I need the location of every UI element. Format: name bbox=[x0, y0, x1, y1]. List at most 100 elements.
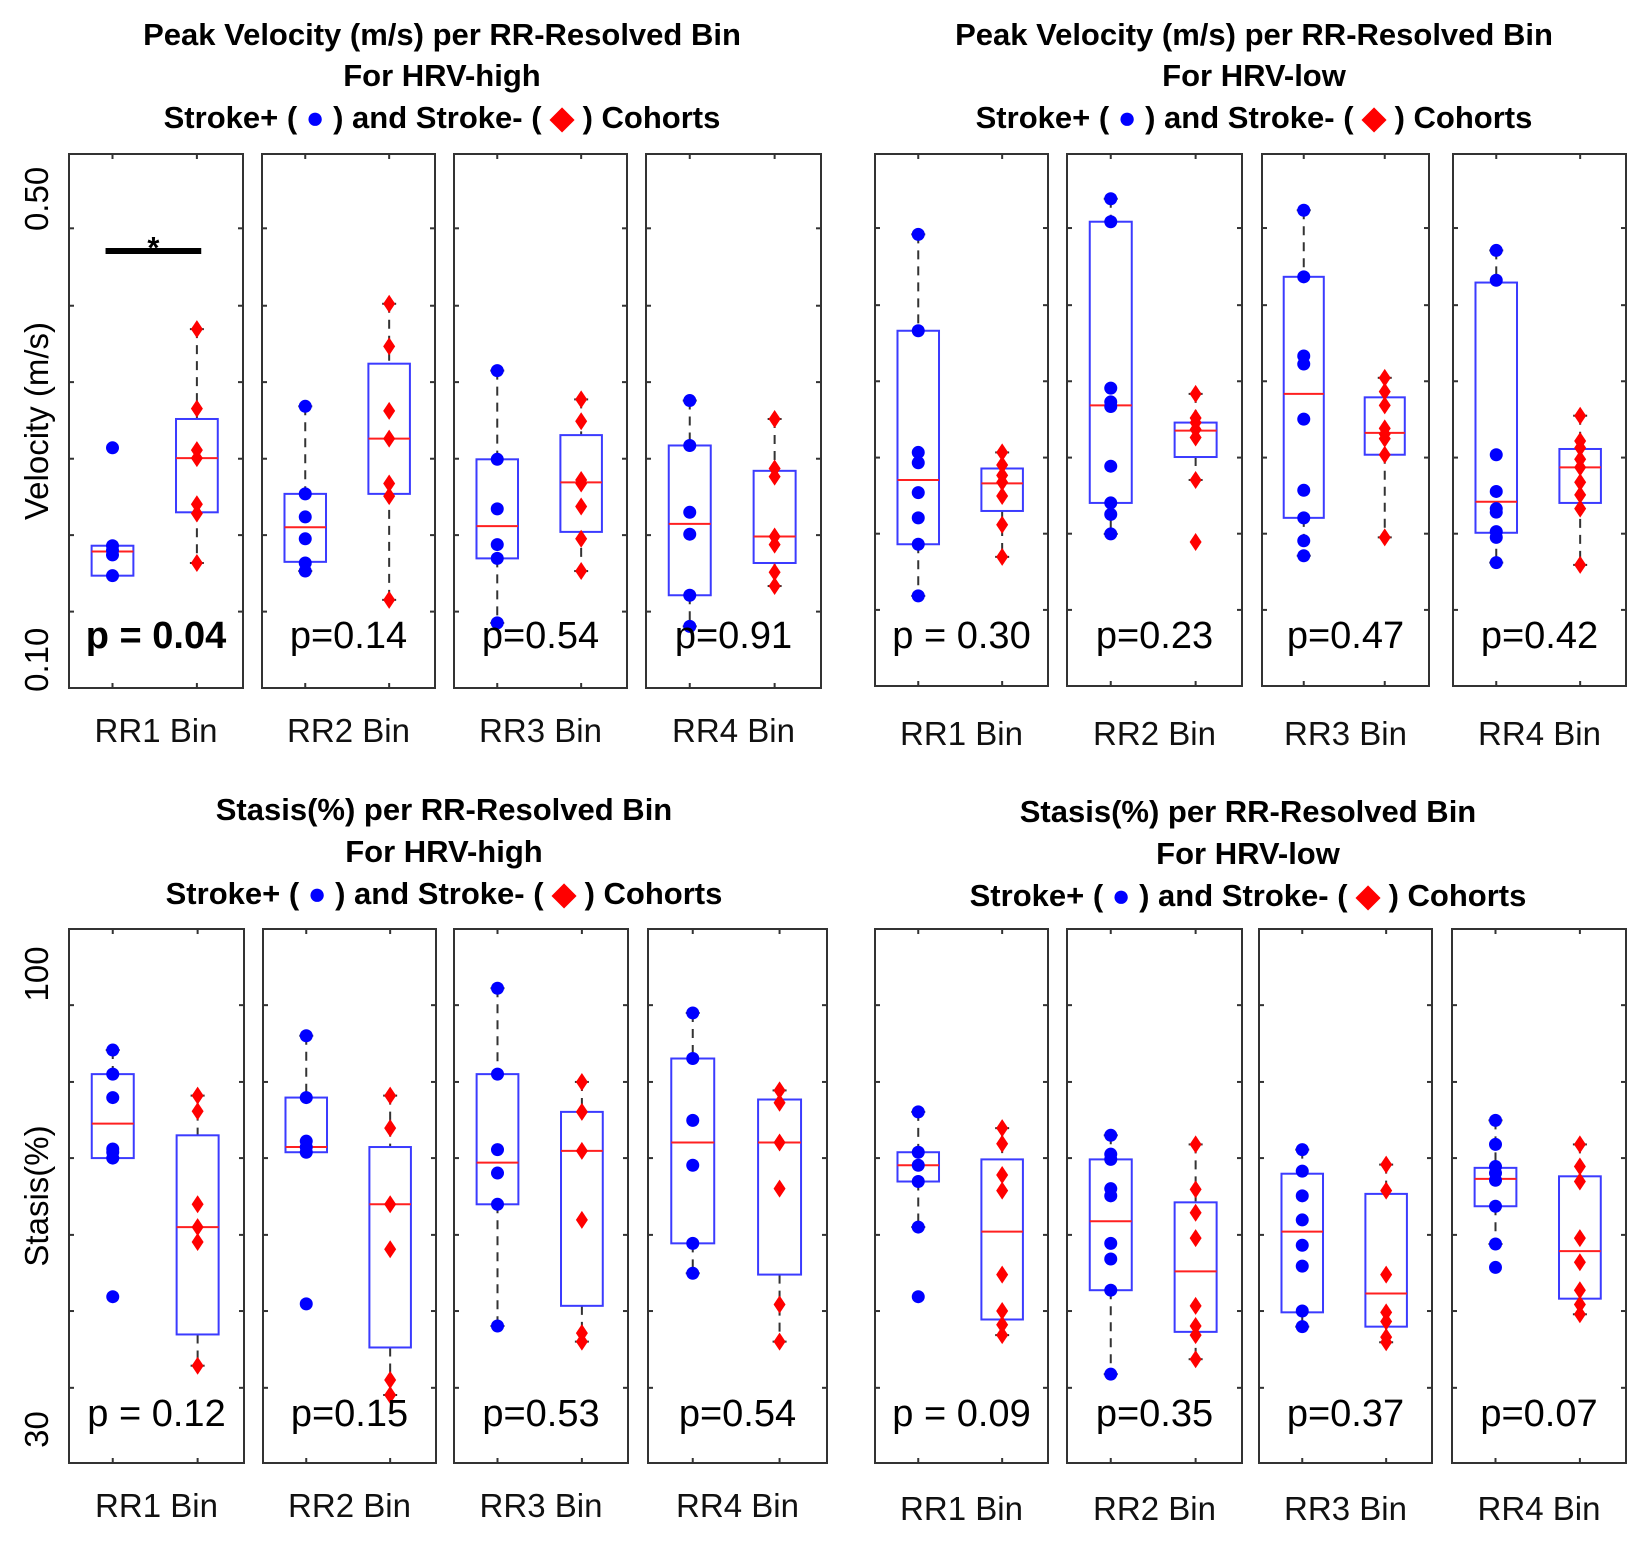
data-point-stroke-neg bbox=[773, 1081, 786, 1100]
box-stroke-neg bbox=[1173, 384, 1218, 551]
axes-frame bbox=[261, 153, 436, 689]
data-point-stroke-pos bbox=[683, 394, 697, 408]
data-point-stroke-neg bbox=[383, 337, 396, 356]
axes-frame bbox=[262, 928, 437, 1464]
data-point-stroke-neg bbox=[191, 1233, 204, 1252]
y-tick-label: 30 bbox=[18, 1411, 55, 1448]
data-point-stroke-neg bbox=[383, 429, 396, 448]
data-point-stroke-neg bbox=[996, 1134, 1009, 1153]
bin-3: p=0.53 RR3 Bin bbox=[453, 928, 629, 1524]
bin-1: p = 0.12 RR1 Bin bbox=[68, 928, 245, 1524]
data-point-stroke-neg bbox=[383, 474, 396, 493]
legend-text: Stroke+ ( bbox=[970, 878, 1104, 913]
data-point-stroke-neg bbox=[1189, 384, 1202, 403]
data-point-stroke-neg bbox=[1574, 473, 1587, 492]
chart-title-line: For HRV-high bbox=[345, 834, 542, 869]
data-point-stroke-pos bbox=[1104, 507, 1118, 521]
data-point-stroke-pos bbox=[1295, 1238, 1309, 1252]
box-stroke-neg bbox=[980, 443, 1024, 566]
data-point-stroke-neg bbox=[1189, 470, 1202, 489]
data-point-stroke-pos bbox=[1489, 1113, 1502, 1127]
bin-1: p = 0.04 RR1 Bin * bbox=[68, 153, 244, 749]
data-point-stroke-pos bbox=[911, 445, 925, 459]
data-point-stroke-neg bbox=[1189, 1135, 1202, 1154]
data-point-stroke-neg bbox=[1573, 1253, 1586, 1272]
data-point-stroke-neg bbox=[575, 497, 588, 516]
axes-frame bbox=[1066, 153, 1243, 687]
iqr-box bbox=[1088, 1158, 1133, 1292]
data-point-stroke-pos bbox=[911, 324, 925, 338]
data-point-stroke-pos bbox=[1297, 511, 1311, 525]
data-point-stroke-pos bbox=[683, 505, 697, 519]
legend-stroke-pos-marker-icon: ● bbox=[1109, 100, 1145, 135]
p-value: p=0.23 bbox=[1096, 615, 1213, 657]
data-point-stroke-neg bbox=[191, 1218, 204, 1237]
iqr-box bbox=[175, 1134, 220, 1336]
data-point-stroke-pos bbox=[298, 510, 312, 524]
data-point-stroke-neg bbox=[1378, 445, 1391, 464]
chart-title-line: Peak Velocity (m/s) per RR-Resolved Bin bbox=[143, 17, 741, 52]
bin-2: p=0.23 RR2 Bin bbox=[1066, 153, 1243, 752]
data-point-stroke-neg bbox=[190, 399, 203, 418]
bin-4: p=0.54 RR4 Bin bbox=[647, 928, 828, 1524]
data-point-stroke-neg bbox=[1573, 1172, 1586, 1191]
axes-frame bbox=[1451, 928, 1627, 1464]
data-point-stroke-neg bbox=[575, 474, 588, 493]
data-point-stroke-pos bbox=[911, 1290, 925, 1304]
data-point-stroke-neg bbox=[1574, 458, 1587, 477]
x-category-label: RR2 Bin bbox=[1093, 1490, 1216, 1527]
data-point-stroke-pos bbox=[490, 502, 504, 516]
data-point-stroke-neg bbox=[996, 456, 1009, 475]
chart-title-line: For HRV-low bbox=[1156, 836, 1341, 871]
data-point-stroke-pos bbox=[106, 1151, 120, 1165]
legend-text: ) Cohorts bbox=[585, 876, 723, 911]
data-point-stroke-pos bbox=[686, 1052, 700, 1066]
data-point-stroke-pos bbox=[1489, 243, 1503, 257]
p-value: p=0.42 bbox=[1481, 615, 1598, 657]
bin-3: p=0.37 RR3 Bin bbox=[1258, 928, 1433, 1527]
data-point-stroke-neg bbox=[383, 401, 396, 420]
data-point-stroke-neg bbox=[996, 1181, 1009, 1200]
x-category-label: RR1 Bin bbox=[95, 1487, 218, 1524]
p-value: p = 0.30 bbox=[892, 615, 1030, 657]
data-point-stroke-neg bbox=[768, 563, 781, 582]
box-stroke-pos bbox=[284, 1029, 329, 1311]
axes-frame bbox=[1452, 153, 1627, 687]
box-stroke-neg bbox=[175, 320, 219, 572]
bin-2: p=0.35 RR2 Bin bbox=[1066, 928, 1243, 1527]
x-category-label: RR4 Bin bbox=[676, 1487, 799, 1524]
data-point-stroke-pos bbox=[1104, 381, 1118, 395]
box-stroke-neg bbox=[1363, 368, 1406, 547]
data-point-stroke-pos bbox=[491, 1197, 504, 1211]
data-point-stroke-neg bbox=[996, 1166, 1009, 1185]
data-point-stroke-neg bbox=[996, 515, 1009, 534]
data-point-stroke-pos bbox=[1489, 1137, 1502, 1151]
bin-2: p=0.14 RR2 Bin bbox=[261, 153, 436, 749]
bin-3: p=0.47 RR3 Bin bbox=[1261, 153, 1430, 752]
p-value: p = 0.09 bbox=[892, 1393, 1030, 1435]
chart-title-line: Stasis(%) per RR-Resolved Bin bbox=[216, 792, 673, 827]
data-point-stroke-neg bbox=[575, 1210, 588, 1229]
data-point-stroke-neg bbox=[575, 1332, 588, 1351]
data-point-stroke-pos bbox=[1489, 1260, 1502, 1274]
axes-frame bbox=[645, 153, 822, 689]
data-point-stroke-pos bbox=[1489, 556, 1503, 570]
box-stroke-neg bbox=[1558, 1135, 1602, 1324]
data-point-stroke-neg bbox=[1573, 1305, 1586, 1324]
bin-4: p=0.42 RR4 Bin bbox=[1452, 153, 1627, 752]
x-category-label: RR2 Bin bbox=[1093, 715, 1216, 752]
data-point-stroke-pos bbox=[1295, 1320, 1309, 1334]
data-point-stroke-pos bbox=[686, 1113, 700, 1127]
data-point-stroke-neg bbox=[996, 487, 1009, 506]
data-point-stroke-neg bbox=[1189, 1180, 1202, 1199]
data-point-stroke-neg bbox=[1574, 485, 1587, 504]
data-point-stroke-neg bbox=[996, 443, 1009, 462]
p-value: p=0.91 bbox=[675, 615, 792, 657]
x-category-label: RR4 Bin bbox=[1478, 715, 1601, 752]
p-value: p=0.47 bbox=[1287, 615, 1404, 657]
data-point-stroke-pos bbox=[299, 1029, 313, 1043]
iqr-box bbox=[368, 1146, 412, 1349]
data-point-stroke-pos bbox=[686, 1006, 700, 1020]
legend-stroke-neg-marker-icon: ◆ bbox=[544, 876, 585, 911]
